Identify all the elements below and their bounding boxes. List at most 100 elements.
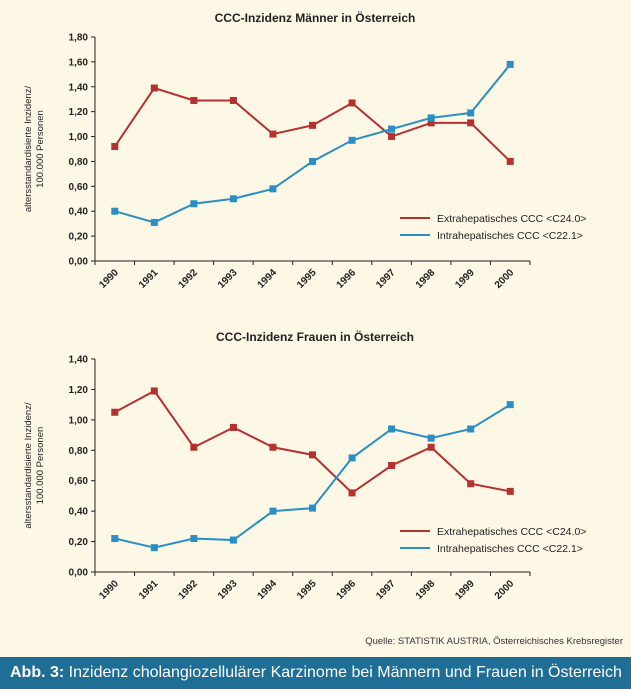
y-tick-label: 1,00 xyxy=(69,415,89,426)
y-tick-label: 0,80 xyxy=(69,446,89,457)
y-tick-label: 0,00 xyxy=(69,257,89,268)
y-axis-label: altersstandardisierte Inzidenz/ xyxy=(23,402,34,529)
y-tick-label: 1,20 xyxy=(69,107,89,118)
charts-canvas: CCC-Inzidenz Männer in Österreich alterss… xyxy=(23,10,586,602)
legend-label: Extrahepatisches CCC <C24.0> xyxy=(437,213,586,225)
data-point xyxy=(111,535,119,543)
data-point xyxy=(427,434,435,442)
y-tick-label: 1,60 xyxy=(69,57,89,68)
data-point xyxy=(229,195,237,203)
data-point xyxy=(348,489,356,497)
y-tick-label: 0,60 xyxy=(69,476,89,487)
data-point xyxy=(309,157,316,165)
legend-label: Intrahepatisches CCC <C22.1> xyxy=(437,230,583,242)
x-tick-label: 1995 xyxy=(295,267,319,291)
x-tick-label: 1991 xyxy=(137,578,161,602)
data-point xyxy=(506,487,514,495)
x-tick-label: 1995 xyxy=(295,578,319,602)
x-tick-label: 1993 xyxy=(216,267,240,291)
y-tick-label: 0,60 xyxy=(69,182,89,193)
data-point xyxy=(388,133,396,141)
chart-2: CCC-Inzidenz Frauen in Österreich alterss… xyxy=(23,329,586,602)
x-tick-label: 2000 xyxy=(493,578,517,602)
data-point xyxy=(269,130,277,138)
data-point xyxy=(506,401,514,409)
x-tick-label: 1997 xyxy=(374,578,398,602)
x-tick-label: 1996 xyxy=(335,267,359,291)
x-tick-label: 1990 xyxy=(97,267,121,291)
figure-caption: Abb. 3: Inzidenz cholangiozellulärer Kar… xyxy=(0,657,631,689)
x-tick-label: 1992 xyxy=(176,267,200,291)
y-tick-label: 0,40 xyxy=(69,507,89,518)
x-tick-label: 1994 xyxy=(256,267,280,291)
data-point xyxy=(427,443,435,451)
data-point xyxy=(467,480,475,488)
data-point xyxy=(190,200,198,208)
x-tick-label: 1998 xyxy=(414,267,438,291)
x-tick-label: 1994 xyxy=(256,578,280,602)
x-tick-label: 1993 xyxy=(216,578,240,602)
data-point xyxy=(229,423,237,431)
x-tick-label: 1991 xyxy=(137,267,161,291)
y-tick-label: 1,20 xyxy=(69,385,89,396)
data-point xyxy=(309,121,316,129)
data-point xyxy=(229,536,237,544)
caption-text: Inzidenz cholangiozellulärer Karzinome b… xyxy=(64,664,622,681)
x-tick-label: 1998 xyxy=(414,578,438,602)
y-tick-label: 1,40 xyxy=(69,82,89,93)
data-point xyxy=(467,119,475,127)
x-tick-label: 1999 xyxy=(453,267,477,291)
data-point xyxy=(150,544,158,552)
data-point xyxy=(229,96,237,104)
data-point xyxy=(388,462,396,469)
y-axis-label: altersstandardisierte Inzidenz/ xyxy=(23,86,34,213)
data-point xyxy=(309,504,316,512)
series-line xyxy=(114,389,511,495)
x-tick-label: 1999 xyxy=(453,578,477,602)
x-tick-label: 1990 xyxy=(97,578,121,602)
data-point xyxy=(506,157,514,165)
data-point xyxy=(190,96,198,104)
data-point xyxy=(150,218,158,226)
data-point xyxy=(506,60,514,68)
data-point xyxy=(150,84,158,92)
x-tick-label: 1996 xyxy=(335,578,359,602)
chart-1: CCC-Inzidenz Männer in Österreich alterss… xyxy=(23,10,586,291)
y-tick-label: 1,00 xyxy=(69,132,89,143)
caption-label: Abb. 3: xyxy=(10,664,65,681)
data-point xyxy=(269,507,277,515)
data-point xyxy=(427,114,435,122)
y-tick-label: 1,80 xyxy=(69,33,89,44)
y-tick-label: 0,20 xyxy=(69,537,89,548)
data-point xyxy=(309,451,316,459)
x-tick-label: 1997 xyxy=(374,267,398,291)
legend-label: Intrahepatisches CCC <C22.1> xyxy=(437,543,583,555)
data-point xyxy=(348,99,356,107)
data-point xyxy=(269,185,277,193)
y-tick-label: 0,20 xyxy=(69,232,89,243)
y-tick-label: 0,80 xyxy=(69,157,89,168)
chart-title: CCC-Inzidenz Männer in Österreich xyxy=(215,10,416,25)
x-tick-label: 2000 xyxy=(493,267,517,291)
data-point xyxy=(467,425,475,433)
data-point xyxy=(150,387,158,395)
data-point xyxy=(348,136,356,144)
data-point xyxy=(388,125,396,133)
x-tick-label: 1992 xyxy=(176,578,200,602)
y-tick-label: 0,40 xyxy=(69,207,89,218)
data-point xyxy=(388,425,396,433)
data-point xyxy=(111,207,119,215)
source-note: Quelle: STATISTIK AUSTRIA, Österreichisc… xyxy=(365,636,623,647)
data-point xyxy=(190,443,198,451)
data-point xyxy=(111,408,119,416)
y-axis-label: 100.000 Personen xyxy=(35,427,46,505)
legend-label: Extrahepatisches CCC <C24.0> xyxy=(437,526,586,538)
y-tick-label: 1,40 xyxy=(69,355,89,366)
data-point xyxy=(348,454,356,462)
chart-title: CCC-Inzidenz Frauen in Österreich xyxy=(216,329,414,344)
data-point xyxy=(111,143,119,151)
data-point xyxy=(427,119,435,127)
y-tick-label: 0,00 xyxy=(69,568,89,579)
series-line xyxy=(114,63,512,224)
y-axis-label: 100.000 Personen xyxy=(35,110,46,188)
